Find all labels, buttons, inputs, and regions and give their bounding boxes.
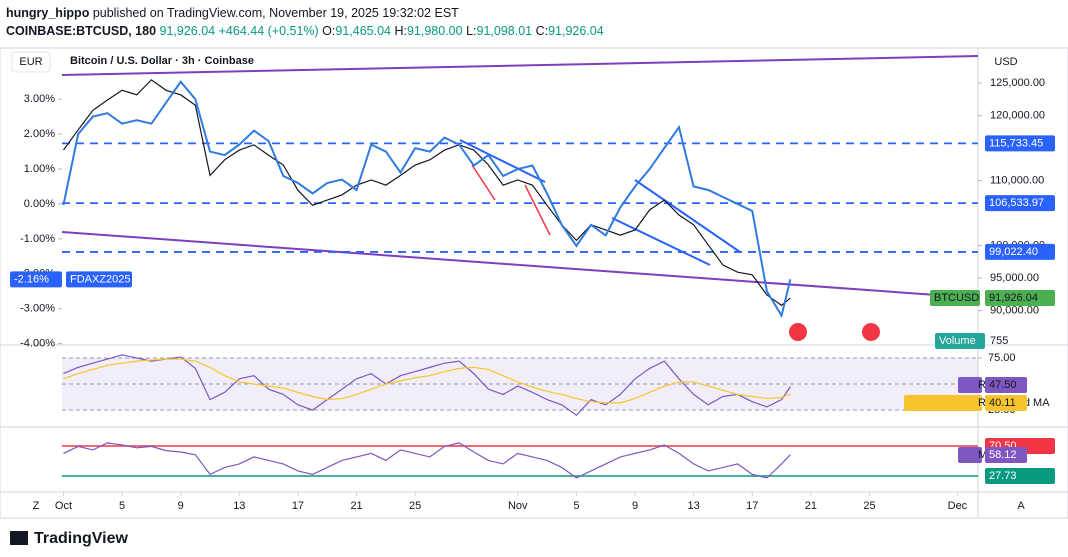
level-label: 99,022.40 [989, 246, 1038, 258]
y-tick-label: 75.00 [988, 352, 1016, 364]
series-line [63, 354, 791, 417]
x-tick-label: 25 [863, 500, 875, 512]
y2-tick-label: -4.00% [20, 338, 55, 350]
trendline [61, 55, 979, 76]
level-label-box [985, 195, 1055, 212]
ohlc: O:91,465.04 H:91,980.00 L:91,098.01 C:91… [322, 24, 604, 38]
y2-tick-label: 0.00% [24, 198, 55, 210]
legend-name: FDAXZ2025 [70, 273, 131, 285]
event-icon[interactable] [789, 323, 807, 341]
ohlc-value: 91,980.00 [406, 24, 463, 38]
channel-line [459, 139, 546, 183]
ohlc-label: C: [535, 24, 549, 38]
last-label-box [985, 395, 1027, 411]
level-label-box [985, 467, 1055, 484]
change: +464.44 (+0.51%) [218, 24, 319, 38]
brand: TradingView [34, 530, 129, 547]
level-label-box [985, 243, 1055, 260]
series-line [62, 79, 791, 307]
header: hungry_hippo published on TradingView.co… [6, 4, 604, 40]
volume-value: 755 [990, 335, 1008, 347]
z-button[interactable]: Z [33, 500, 40, 512]
x-tick-label: 17 [746, 500, 758, 512]
currency-button[interactable] [11, 51, 51, 73]
level-label: 27.73 [989, 470, 1017, 482]
x-tick-label: 21 [350, 500, 362, 512]
last: 91,926.04 [159, 24, 216, 38]
last-label: 47.50 [989, 379, 1017, 391]
level-label: 106,533.97 [989, 197, 1044, 209]
series-line [63, 442, 791, 479]
legend-name-box [930, 290, 980, 307]
last-label-box [985, 447, 1027, 463]
trendline [61, 231, 979, 299]
ohlc-label: L: [466, 24, 477, 38]
last-label-box [10, 271, 62, 288]
y-tick-label: 90,000.00 [990, 304, 1039, 316]
x-tick-label: 9 [178, 500, 184, 512]
y2-tick-label: 1.00% [24, 163, 55, 175]
level-label-box [985, 135, 1055, 152]
series-line [62, 80, 792, 319]
x-tick-label: 5 [573, 500, 579, 512]
x-tick-label: 13 [233, 500, 245, 512]
y-tick-label: 125,000.00 [990, 77, 1045, 89]
x-tick-label: 13 [688, 500, 700, 512]
legend-name: BTCUSD [934, 292, 979, 304]
arrow [524, 184, 551, 236]
last-label: 40.11 [989, 397, 1016, 409]
volume-label: Volume [939, 335, 976, 347]
x-tick-label: Oct [55, 500, 72, 512]
quote-line: COINBASE:BTCUSD, 180 91,926.04 +464.44 (… [6, 22, 604, 40]
y-tick-label: 120,000.00 [990, 110, 1045, 122]
x-tick-label: Dec [948, 500, 968, 512]
x-tick-label: 5 [119, 500, 125, 512]
rsi-band [62, 358, 978, 411]
author: hungry_hippo [6, 6, 90, 20]
last-label-box [985, 290, 1055, 307]
x-tick-label: 9 [632, 500, 638, 512]
legend-name-box [66, 271, 132, 288]
chart-title: Bitcoin / U.S. Dollar · 3h · Coinbase [70, 55, 254, 67]
brand-logo [10, 531, 28, 545]
y-tick-label: 110,000.00 [990, 175, 1044, 187]
x-tick-label: Nov [508, 500, 528, 512]
published: published on TradingView.com, November 1… [92, 6, 459, 20]
event-icon[interactable] [862, 323, 880, 341]
legend-name-box [958, 377, 982, 393]
series-line [63, 358, 791, 404]
y2-tick-label: -3.00% [20, 303, 55, 315]
ohlc-value: 91,098.01 [476, 24, 533, 38]
x-tick-label: 21 [805, 500, 817, 512]
arrow [471, 164, 496, 201]
last-label: -2.16% [14, 273, 49, 285]
legend-name-box [958, 447, 982, 463]
last-label: 91,926.04 [989, 292, 1038, 304]
left-currency: EUR [19, 56, 42, 68]
symbol: COINBASE:BTCUSD, 180 [6, 24, 157, 38]
level-label: 115,733.45 [989, 137, 1043, 149]
right-currency: USD [994, 56, 1017, 68]
y2-tick-label: 2.00% [24, 128, 55, 140]
ohlc-value: 91,465.04 [335, 24, 391, 38]
last-label-box [985, 377, 1027, 393]
legend-name-box [904, 395, 982, 411]
y2-tick-label: -1.00% [20, 233, 55, 245]
last-label: 58.12 [989, 449, 1017, 461]
x-tick-label: 17 [292, 500, 304, 512]
y2-tick-label: 3.00% [24, 93, 55, 105]
channel-line [634, 179, 741, 253]
frame [0, 47, 1068, 519]
ohlc-label: H: [394, 24, 407, 38]
volume-label-box [935, 333, 985, 349]
ohlc-label: O: [322, 24, 336, 38]
ohlc-value: 91,926.04 [548, 24, 604, 38]
a-button[interactable]: A [1017, 500, 1025, 512]
publish-line: hungry_hippo published on TradingView.co… [6, 4, 604, 22]
channel-line [611, 217, 711, 266]
y-tick-label: 95,000.00 [990, 272, 1039, 284]
x-tick-label: 25 [409, 500, 421, 512]
